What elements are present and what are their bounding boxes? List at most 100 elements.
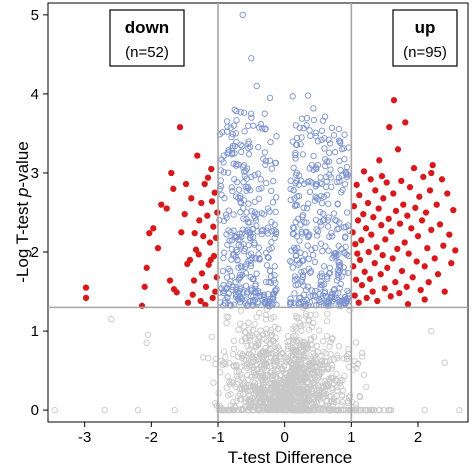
point-up-2028: [380, 195, 387, 202]
point-significant-1764: [255, 170, 262, 177]
point-nonsignificant-900: [253, 330, 260, 338]
point-significant-1753: [321, 281, 328, 288]
point-nonsignificant-719: [234, 353, 242, 360]
point-nonsignificant-563: [329, 336, 336, 343]
point-significant-1912: [335, 137, 343, 144]
point-significant-1322: [304, 242, 311, 249]
point-up-2082: [450, 206, 457, 214]
point-significant-1438: [218, 156, 225, 163]
point-down-1969: [198, 270, 206, 277]
point-nonsignificant-462: [319, 338, 327, 345]
point-nonsignificant-1067: [287, 383, 294, 390]
point-nonsignificant-1025: [235, 326, 242, 333]
point-zero-1238: [298, 406, 305, 414]
point-down-1978: [209, 294, 216, 302]
point-nonsignificant-965: [239, 352, 246, 359]
point-up-2025: [377, 271, 384, 278]
point-up-2070: [428, 226, 435, 234]
point-significant-1376: [323, 191, 331, 199]
point-zero-1193: [357, 406, 364, 414]
point-nonsignificant-357: [363, 383, 370, 390]
point-significant-1850: [233, 117, 240, 124]
point-up-2083: [452, 247, 459, 254]
point-up-2013: [365, 248, 372, 256]
point-significant-1792: [344, 171, 351, 178]
point-nonsignificant-970: [247, 351, 255, 359]
point-up-2064: [420, 173, 427, 181]
point-significant-1868: [310, 166, 317, 173]
point-significant-1817: [221, 249, 228, 256]
point-nonsignificant-850: [322, 350, 329, 357]
point-up-2022: [374, 297, 381, 305]
point-up-2044: [396, 289, 403, 297]
point-nonsignificant-1249: [428, 327, 435, 335]
point-up-2029: [381, 285, 388, 292]
point-significant-1365: [309, 251, 317, 259]
point-significant-1930: [289, 224, 297, 231]
y-tick-label-4: 4: [31, 86, 39, 103]
point-nonsignificant-983: [280, 381, 287, 388]
point-significant-1702: [292, 149, 299, 157]
point-significant-1921: [272, 194, 280, 201]
point-significant-1875: [229, 130, 236, 138]
point-significant-1789: [341, 234, 349, 241]
point-nonsignificant-1066: [257, 363, 264, 370]
point-significant-1489: [273, 133, 280, 140]
point-down-1972: [202, 283, 210, 290]
point-nonsignificant-322: [208, 333, 215, 340]
point-down-1957: [178, 229, 185, 236]
point-nonsignificant-323: [263, 325, 270, 333]
point-significant-1281: [328, 183, 335, 191]
point-nonsignificant-969: [277, 377, 284, 384]
point-significant-1371: [313, 226, 320, 233]
point-down-1967: [196, 217, 203, 224]
point-significant-1633: [318, 199, 326, 207]
point-significant-1740: [340, 145, 347, 152]
plot-frame: [47, 2, 469, 423]
point-significant-1859: [219, 267, 227, 275]
point-significant-1934: [266, 94, 274, 102]
point-significant-1933: [253, 82, 260, 90]
point-up-2076: [438, 176, 446, 183]
point-significant-1651: [326, 140, 334, 147]
point-significant-1886: [243, 227, 250, 235]
point-nonsignificant-992: [316, 388, 324, 396]
point-significant-1378: [231, 142, 239, 150]
point-significant-1541: [317, 174, 324, 181]
point-nonsignificant-964: [268, 379, 275, 386]
point-down-1976: [208, 165, 215, 173]
point-significant-1658: [319, 292, 326, 299]
point-zero-1234: [231, 406, 238, 414]
point-significant-1939: [314, 138, 322, 145]
point-nonsignificant-340: [234, 372, 241, 380]
point-significant-1866: [336, 268, 343, 275]
point-significant-1863: [247, 187, 254, 194]
point-zero-1171: [376, 406, 383, 414]
point-significant-1900: [232, 291, 240, 298]
point-down-1986: [204, 174, 212, 181]
point-nonsignificant-1098: [333, 376, 340, 384]
point-significant-1398: [264, 254, 271, 261]
point-significant-1430: [238, 264, 245, 271]
point-zero-1174: [364, 406, 371, 414]
point-significant-1916: [258, 227, 265, 235]
point-nonsignificant-699: [249, 348, 257, 356]
point-significant-1525: [297, 141, 304, 148]
point-significant-1765: [243, 302, 251, 309]
point-significant-1899: [258, 185, 265, 192]
point-significant-1763: [300, 291, 308, 298]
point-zero-1241: [101, 406, 108, 414]
point-significant-1931: [239, 11, 246, 19]
point-significant-1926: [245, 138, 252, 145]
point-nonsignificant-1018: [210, 379, 217, 386]
point-significant-1857: [313, 195, 320, 202]
point-significant-1876: [289, 138, 296, 145]
point-significant-1608: [230, 122, 238, 129]
point-nonsignificant-668: [354, 361, 361, 368]
point-significant-1387: [239, 143, 246, 150]
point-up-2081: [448, 259, 455, 267]
point-up-2033: [385, 215, 392, 222]
point-significant-1727: [266, 157, 274, 164]
point-significant-1882: [293, 202, 301, 209]
x-tick-label-5: 2: [414, 429, 422, 446]
